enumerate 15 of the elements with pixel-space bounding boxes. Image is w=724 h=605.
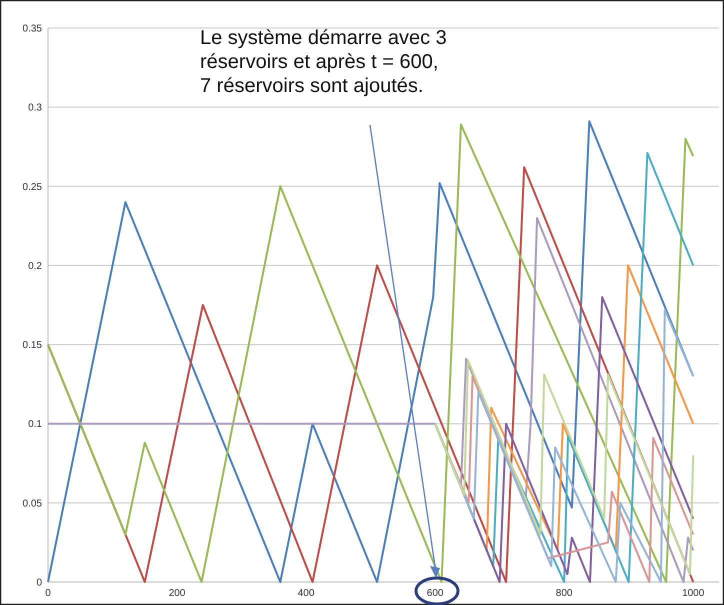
- x-tick-label: 1000: [682, 588, 705, 599]
- x-tick-label: 800: [556, 588, 573, 599]
- x-tick-label: 200: [168, 588, 186, 599]
- x-tick-label: 400: [298, 588, 315, 599]
- y-tick-label: 0.25: [22, 182, 42, 193]
- y-tick-label: 0.35: [22, 24, 42, 34]
- x-tick-label: 0: [45, 588, 52, 599]
- y-tick-label: 0.3: [28, 102, 42, 114]
- x-tick-label: 600: [426, 588, 444, 599]
- y-tick-label: 0.05: [22, 498, 42, 510]
- y-tick-label: 0.15: [22, 340, 42, 352]
- y-tick-label: 0.1: [28, 419, 42, 430]
- y-tick-label: 0: [36, 578, 42, 588]
- y-tick-label: 0.2: [28, 260, 42, 272]
- annotation: Le système démarre avec 3 réservoirs et après t = 600, 7 réservoirs sont ajoutés.: [200, 27, 447, 97]
